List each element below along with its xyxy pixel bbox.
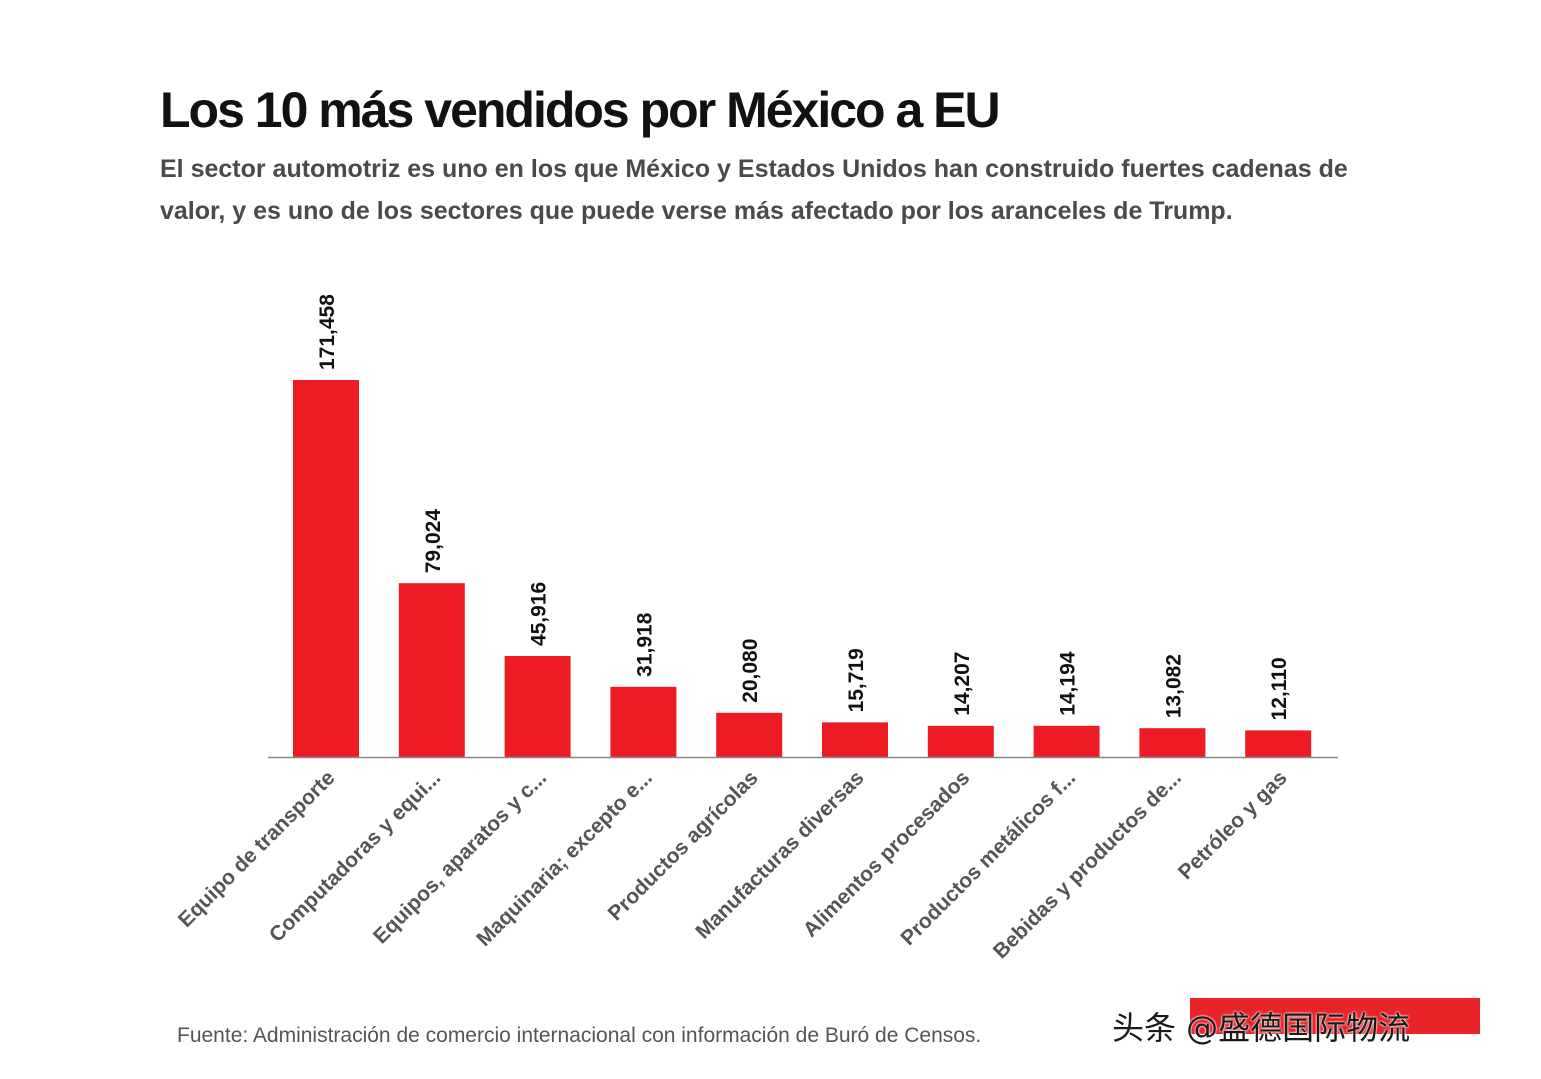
bar-5 bbox=[716, 712, 783, 757]
value-labels-group: 171,458 79,024 45,916 31,918 20,080 15,719 14,… bbox=[316, 294, 1291, 721]
value-label-7: 14,207 bbox=[951, 652, 974, 716]
category-label-10: Petróleo y gas bbox=[1174, 766, 1292, 884]
value-label-8: 14,194 bbox=[1057, 651, 1080, 716]
bar-3 bbox=[504, 656, 571, 757]
category-label-8: Productos metálicos f... bbox=[896, 766, 1080, 950]
bars-group bbox=[293, 380, 1312, 757]
bar-1 bbox=[293, 380, 359, 757]
category-label-4: Maquinaria; excepto e... bbox=[472, 766, 657, 951]
value-label-1: 171,458 bbox=[316, 294, 339, 370]
bar-9 bbox=[1139, 728, 1206, 757]
category-label-9: Bebidas y productos de... bbox=[989, 766, 1186, 963]
value-label-5: 20,080 bbox=[739, 639, 762, 703]
value-label-2: 79,024 bbox=[422, 509, 445, 574]
value-label-10: 12,110 bbox=[1268, 657, 1291, 720]
chart-subtitle: El sector automotriz es uno en los que M… bbox=[160, 155, 1348, 225]
category-label-6: Manufacturas diversas bbox=[691, 766, 868, 943]
value-label-9: 13,082 bbox=[1162, 654, 1185, 718]
value-label-6: 15,719 bbox=[845, 648, 868, 712]
value-label-4: 31,918 bbox=[633, 612, 656, 677]
category-label-3: Equipos, aparatos y c... bbox=[369, 766, 551, 948]
bar-8 bbox=[1033, 725, 1100, 757]
value-label-3: 45,916 bbox=[528, 582, 551, 646]
bar-2 bbox=[398, 583, 465, 757]
bar-10 bbox=[1245, 730, 1312, 757]
chart-title: Los 10 más vendidos por México a EU bbox=[160, 82, 1001, 138]
bar-6 bbox=[822, 722, 888, 757]
bar-4 bbox=[610, 686, 677, 757]
watermark-bar bbox=[1190, 998, 1480, 1034]
source-note: Fuente: Administración de comercio inter… bbox=[177, 1024, 982, 1047]
bar-7 bbox=[927, 725, 994, 757]
category-label-2: Computadoras y equi... bbox=[265, 766, 445, 946]
bar-chart: 171,458 79,024 45,916 31,918 20,080 15,719 14,… bbox=[174, 294, 1338, 963]
watermark: 头条 @盛德国际物流 bbox=[1112, 1009, 1411, 1047]
